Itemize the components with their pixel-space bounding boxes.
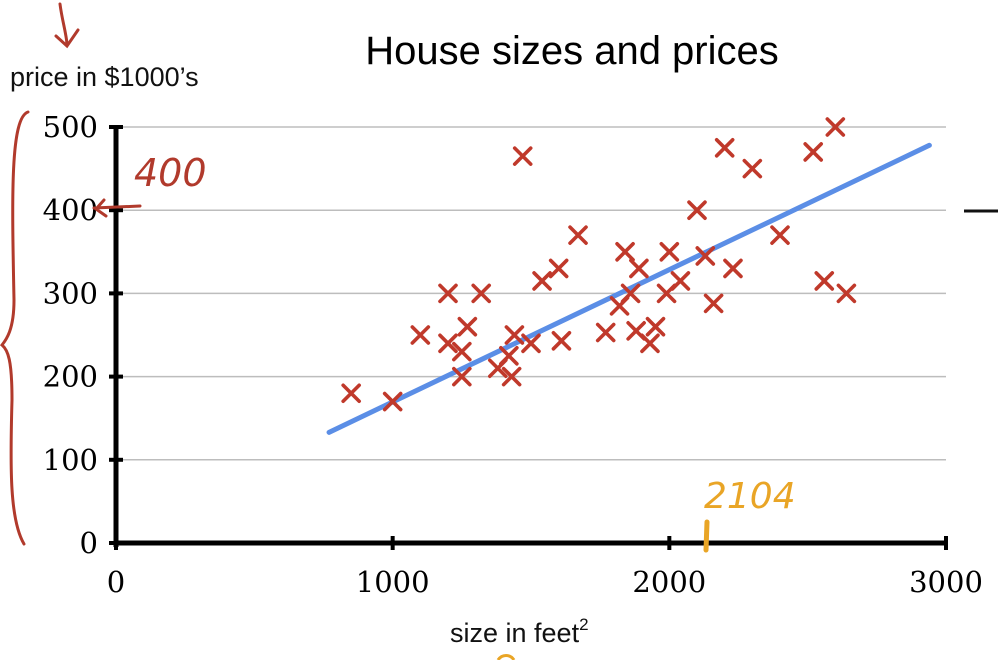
data-point-24	[629, 258, 649, 279]
data-point-2	[410, 325, 431, 345]
y-tick-label-100: 100	[43, 443, 98, 477]
data-point-39	[825, 117, 846, 137]
data-point-14	[521, 333, 541, 354]
data-point-5	[452, 341, 472, 362]
down-arrow-annotation	[54, 2, 80, 49]
x-tick-labels: 0 1000 2000 3000	[107, 565, 983, 599]
x-axis-label-text: size in feet	[450, 618, 580, 648]
x-2104-annotation-text: 2104	[704, 476, 796, 517]
data-point-3	[438, 333, 458, 354]
data-point-38	[814, 271, 835, 291]
x-tick-label-2000: 2000	[632, 565, 706, 599]
data-point-6	[452, 366, 472, 387]
data-point-18	[568, 225, 588, 245]
data-point-25	[640, 333, 660, 354]
gridlines	[116, 126, 946, 461]
data-point-29	[670, 271, 691, 291]
data-point-34	[723, 258, 743, 279]
x-axis-label-superscript: 2	[579, 615, 588, 634]
x-2104-marker-annotation	[703, 519, 710, 553]
data-point-7	[457, 316, 478, 337]
y-tick-label-0: 0	[80, 526, 98, 560]
data-point-36	[770, 225, 790, 245]
x-tick-label-1000: 1000	[356, 565, 430, 599]
regression-line-group	[326, 142, 932, 435]
x-tick-label-0: 0	[107, 565, 125, 599]
y-tick-label-400: 400	[43, 193, 98, 227]
data-point-11	[501, 366, 522, 387]
data-point-32	[703, 293, 724, 314]
data-point-22	[620, 283, 641, 304]
data-point-37	[803, 142, 823, 162]
data-point-8	[471, 283, 491, 304]
data-point-26	[645, 316, 666, 337]
data-point-21	[615, 242, 635, 262]
y-400-annotation-text: 400	[134, 151, 207, 195]
data-point-35	[742, 158, 763, 179]
regression-line	[326, 142, 932, 435]
data-point-33	[714, 138, 735, 158]
data-point-30	[687, 200, 707, 220]
y-tick-label-300: 300	[43, 276, 98, 310]
data-point-40	[836, 283, 857, 304]
data-point-0	[341, 383, 361, 404]
y-axis-brace-annotation	[0, 110, 30, 546]
y-tick-label-200: 200	[43, 360, 98, 394]
y-tick-label-500: 500	[43, 110, 98, 144]
data-point-1	[382, 391, 403, 412]
chart-title: House sizes and prices	[365, 29, 779, 73]
data-point-12	[504, 325, 525, 345]
data-point-19	[595, 322, 616, 343]
data-point-28	[659, 242, 680, 262]
data-point-4	[438, 283, 458, 304]
data-point-31	[695, 246, 716, 266]
y-400-marker-annotation	[92, 198, 142, 218]
bottom-caret-annotation	[496, 654, 516, 660]
data-points	[341, 117, 857, 412]
x-tick-label-3000: 3000	[909, 565, 983, 599]
data-point-17	[551, 331, 572, 351]
data-point-13	[512, 146, 533, 166]
data-point-16	[548, 258, 569, 279]
x-axis-label: size in feet2	[450, 615, 589, 648]
data-point-15	[532, 271, 552, 291]
y-axis-label: price in $1000’s	[10, 62, 199, 92]
data-point-10	[499, 346, 519, 366]
y-tick-labels: 0 100 200 300 400 500	[43, 110, 98, 560]
axes	[109, 125, 948, 550]
